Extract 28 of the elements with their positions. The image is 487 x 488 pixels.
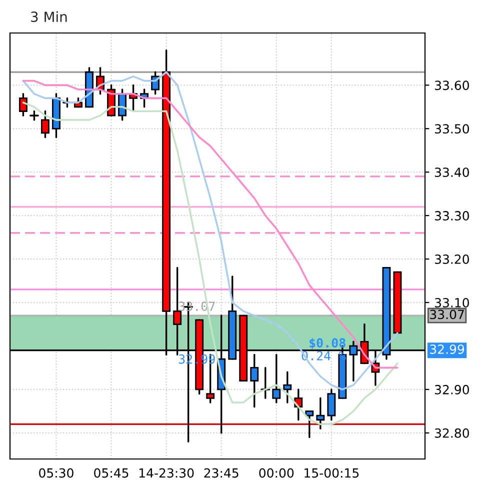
y-tick-label: 33.60: [434, 80, 469, 90]
y-tick-label: 33.30: [434, 211, 469, 220]
y-tick-label: 33.20: [434, 254, 469, 264]
chart-title: 3 Min: [31, 11, 67, 22]
x-tick-label: 14-23:30: [139, 468, 194, 478]
candlestick: [316, 397, 325, 430]
annotation: $0.08: [310, 338, 346, 350]
candlestick: [305, 410, 314, 438]
x-tick-label: 15-00:15: [304, 468, 359, 478]
candlestick: [327, 388, 336, 421]
candlestick: [250, 354, 259, 408]
candlestick: [260, 366, 270, 399]
candlestick: [272, 354, 281, 404]
candlestick: [18, 93, 28, 116]
ref-line-label: 32.99: [430, 344, 464, 354]
y-tick-label: 33.50: [434, 124, 469, 134]
x-tick-label: 05:30: [39, 468, 74, 478]
x-tick-label: 05:45: [94, 468, 128, 478]
candlestick: [41, 110, 50, 138]
y-tick-label: 32.80: [434, 428, 469, 438]
candlestick: [30, 110, 39, 121]
x-tick-label: 00:00: [259, 468, 294, 478]
x-tick-label: 23:45: [204, 468, 238, 478]
ref-line-label: 33.07: [430, 310, 464, 320]
y-tick-label: 32.90: [434, 384, 469, 394]
y-tick-label: 33.40: [434, 168, 469, 178]
y-tick-label: 33.10: [434, 298, 469, 308]
candlestick: [283, 371, 292, 404]
